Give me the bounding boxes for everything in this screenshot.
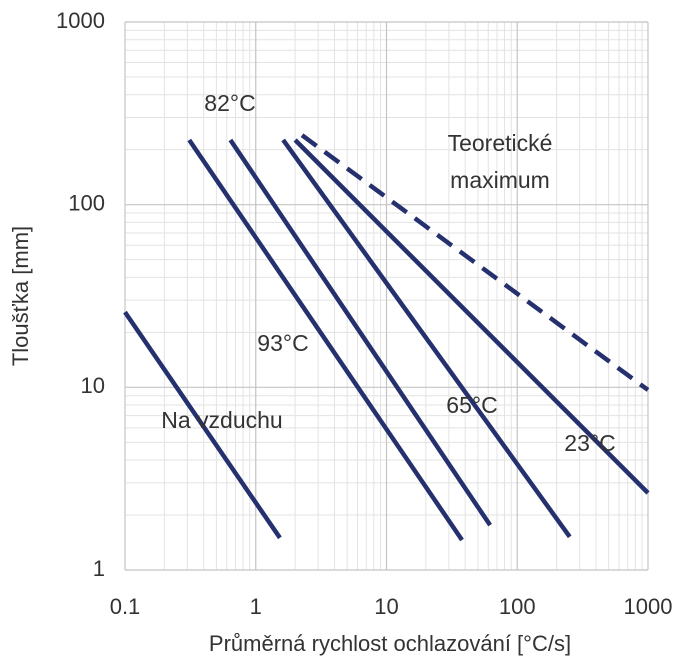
annotation: maximum: [450, 167, 550, 193]
annotation: Na vzduchu: [161, 407, 282, 433]
series-line: [123, 310, 282, 540]
x-tick-label: 10: [374, 594, 398, 619]
y-tick-label: 10: [81, 373, 105, 398]
annotation: 23°C: [564, 430, 615, 456]
series-line: [228, 138, 492, 527]
series-line: [293, 138, 650, 495]
series-line: [300, 133, 650, 392]
series-line: [281, 138, 572, 539]
y-tick-label: 1000: [56, 8, 105, 33]
y-tick-label: 100: [68, 190, 105, 215]
x-tick-label: 100: [499, 594, 536, 619]
x-tick-label: 1: [250, 594, 262, 619]
annotation: Teoretické: [448, 130, 553, 156]
y-tick-label: 1: [93, 556, 105, 581]
annotation: 93°C: [257, 330, 308, 356]
x-tick-label: 0.1: [110, 594, 141, 619]
x-tick-label: 1000: [624, 594, 673, 619]
annotation: 82°C: [204, 90, 255, 116]
annotation: 65°C: [446, 392, 497, 418]
series-line: [187, 138, 464, 542]
x-axis-label: Průměrná rychlost ochlazování [°C/s]: [209, 631, 571, 656]
y-axis-label: Tloušťka [mm]: [8, 226, 33, 366]
